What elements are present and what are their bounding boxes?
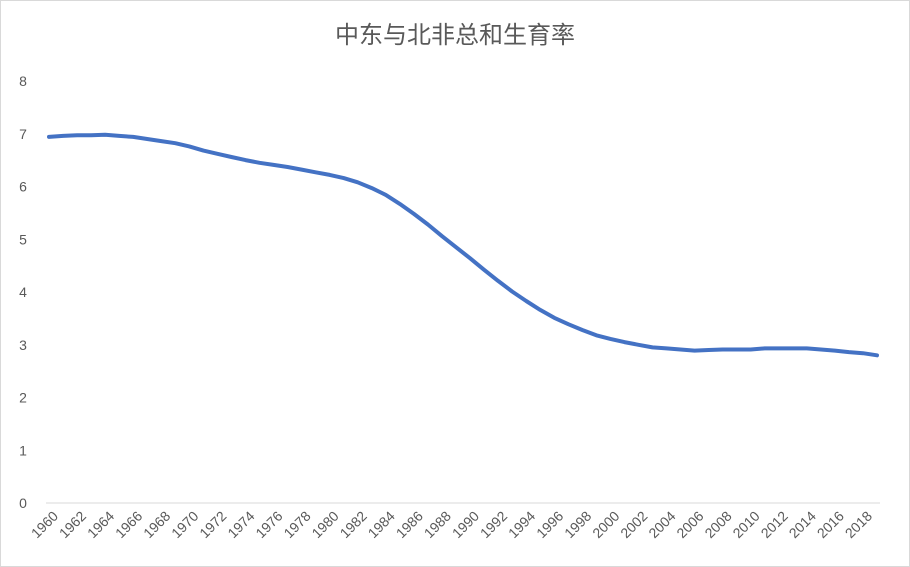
- x-tick-label: 1980: [308, 508, 341, 541]
- x-tick-label: 2014: [786, 508, 819, 541]
- y-tick-label: 1: [19, 442, 27, 458]
- series-line: [47, 132, 879, 358]
- x-tick-label: 2002: [617, 508, 650, 541]
- x-tick-label: 2006: [673, 508, 706, 541]
- x-tick-label: 1962: [56, 508, 89, 541]
- x-tick-label: 1960: [28, 508, 61, 541]
- x-tick-label: 1986: [393, 508, 426, 541]
- y-tick-label: 3: [19, 337, 27, 353]
- x-tick-label: 1970: [168, 508, 201, 541]
- x-tick-label: 1982: [337, 508, 370, 541]
- x-tick-label: 2004: [645, 508, 678, 541]
- y-tick-label: 2: [19, 390, 27, 406]
- y-tick-label: 6: [19, 179, 27, 195]
- x-tick-label: 2008: [701, 508, 734, 541]
- y-tick-label: 4: [19, 284, 27, 300]
- y-tick-label: 0: [19, 495, 27, 511]
- x-tick-label: 1984: [365, 508, 398, 541]
- x-tick-label: 1990: [449, 508, 482, 541]
- x-tick-label: 1994: [505, 508, 538, 541]
- x-tick-label: 1972: [196, 508, 229, 541]
- y-tick-label: 8: [19, 73, 27, 89]
- x-tick-label: 2016: [814, 508, 847, 541]
- x-tick-label: 2000: [589, 508, 622, 541]
- x-tick-label: 2012: [758, 508, 791, 541]
- x-tick-label: 1996: [533, 508, 566, 541]
- x-tick-label: 1964: [84, 508, 117, 541]
- x-tick-label: 1992: [477, 508, 510, 541]
- x-tick-label: 1976: [252, 508, 285, 541]
- y-tick-label: 7: [19, 126, 27, 142]
- y-tick-label: 5: [19, 231, 27, 247]
- x-tick-label: 1968: [140, 508, 173, 541]
- x-tick-label: 2010: [729, 508, 762, 541]
- x-tick-label: 1978: [280, 508, 313, 541]
- chart-title: 中东与北非总和生育率: [335, 21, 575, 49]
- x-tick-label: 2018: [842, 508, 875, 541]
- x-tick-label: 1966: [112, 508, 145, 541]
- x-tick-label: 1974: [224, 508, 257, 541]
- x-tick-label: 1988: [421, 508, 454, 541]
- x-tick-label: 1998: [561, 508, 594, 541]
